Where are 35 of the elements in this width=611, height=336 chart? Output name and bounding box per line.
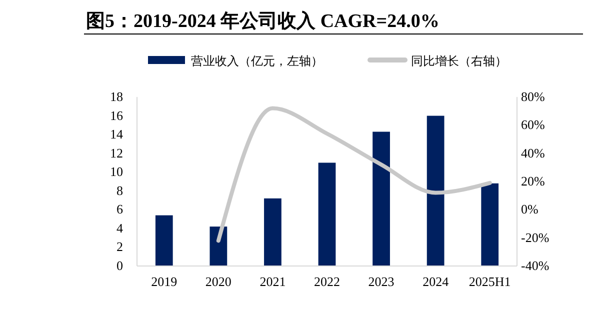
x-tick-label: 2020 xyxy=(205,274,232,289)
x-tick-label: 2024 xyxy=(422,274,450,289)
legend-label: 同比增长（右轴） xyxy=(411,54,507,68)
x-tick-label: 2022 xyxy=(314,274,340,289)
x-tick-label: 2019 xyxy=(151,274,178,289)
y2-tick-label: 20% xyxy=(521,174,545,188)
y-tick-label: 8 xyxy=(116,182,123,198)
chart-title: 图5：2019-2024 年公司收入 CAGR=24.0% xyxy=(86,10,440,32)
y-tick-label: 2 xyxy=(116,239,123,254)
line-series xyxy=(216,106,492,243)
y-tick-label: 4 xyxy=(116,220,124,236)
legend-label: 营业收入（亿元，左轴） xyxy=(191,54,323,68)
bar xyxy=(426,116,444,266)
bar xyxy=(481,183,499,266)
y-tick-label: 12 xyxy=(110,145,123,160)
y-tick-label: 18 xyxy=(110,89,123,104)
y-tick-label: 6 xyxy=(116,202,124,217)
y2-tick-label: 60% xyxy=(521,117,545,132)
x-tick-label: 2025H1 xyxy=(468,274,511,289)
y2-tick-label: 40% xyxy=(521,145,545,160)
bar xyxy=(155,215,173,266)
bar xyxy=(210,226,228,266)
bar xyxy=(264,198,282,266)
x-tick-label: 2023 xyxy=(368,274,394,289)
bar xyxy=(372,132,390,266)
y-tick-label: 10 xyxy=(110,164,123,180)
x-tick-label: 2021 xyxy=(260,274,286,289)
y2-tick-label: -20% xyxy=(521,230,550,245)
y-tick-label: 0 xyxy=(116,258,123,273)
y-tick-label: 14 xyxy=(110,126,124,142)
y2-tick-label: 0% xyxy=(521,202,538,217)
y2-tick-label: -40% xyxy=(521,258,550,273)
bar xyxy=(318,162,336,266)
y2-tick-label: 80% xyxy=(521,89,545,104)
y-tick-label: 16 xyxy=(110,108,124,123)
